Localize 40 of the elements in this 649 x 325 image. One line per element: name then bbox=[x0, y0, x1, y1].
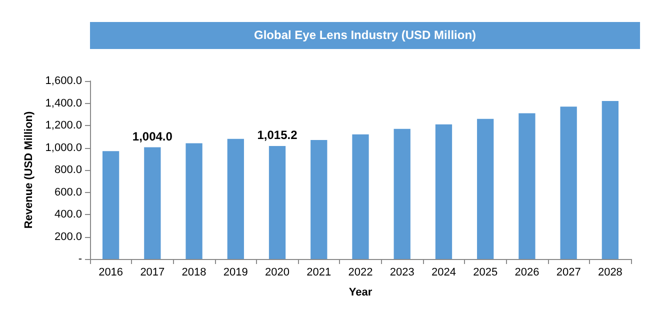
bar bbox=[477, 118, 494, 259]
bar bbox=[518, 113, 536, 259]
y-tick-label: 800.0 bbox=[54, 164, 82, 176]
bar bbox=[186, 143, 202, 259]
x-tick-label: 2021 bbox=[306, 266, 332, 278]
x-tick-label: 2025 bbox=[473, 266, 498, 278]
bar bbox=[602, 101, 619, 259]
bar bbox=[394, 128, 410, 259]
x-tick-label: 2019 bbox=[223, 266, 248, 278]
x-tick-label: 2024 bbox=[431, 266, 456, 278]
bar bbox=[435, 124, 452, 259]
bar bbox=[310, 140, 328, 259]
bar bbox=[227, 138, 244, 259]
chart-title: Global Eye Lens Industry (USD Million) bbox=[254, 28, 476, 42]
bar bbox=[102, 151, 120, 259]
x-tick-label: 2023 bbox=[390, 266, 414, 278]
y-tick-label: 1,000.0 bbox=[45, 142, 82, 154]
y-axis-title: Revenue (USD Million) bbox=[22, 110, 35, 229]
x-tick-label: 2017 bbox=[140, 266, 165, 278]
data-label: 1,015.2 bbox=[257, 128, 298, 142]
data-label: 1,004.0 bbox=[132, 129, 173, 144]
bar bbox=[560, 106, 577, 259]
x-tick-label: 2027 bbox=[556, 266, 581, 278]
y-tick-label: - bbox=[78, 253, 82, 265]
x-tick-label: 2026 bbox=[514, 266, 540, 278]
y-tick-label: 400.0 bbox=[54, 208, 82, 220]
x-tick-label: 2020 bbox=[265, 266, 290, 278]
x-axis-title: Year bbox=[348, 286, 373, 298]
x-tick-label: 2018 bbox=[182, 266, 206, 278]
y-tick-label: 1,600.0 bbox=[45, 75, 82, 87]
x-tick-label: 2022 bbox=[348, 266, 373, 278]
y-tick-label: 1,400.0 bbox=[45, 97, 82, 110]
bar bbox=[268, 146, 286, 259]
x-tick-label: 2028 bbox=[598, 266, 622, 278]
bar bbox=[144, 147, 161, 259]
y-tick-label: 600.0 bbox=[54, 186, 82, 198]
x-tick-label: 2016 bbox=[98, 266, 124, 278]
y-tick-label: 1,200.0 bbox=[45, 120, 82, 132]
bar bbox=[352, 134, 369, 259]
y-tick-label: 200.0 bbox=[54, 230, 82, 243]
